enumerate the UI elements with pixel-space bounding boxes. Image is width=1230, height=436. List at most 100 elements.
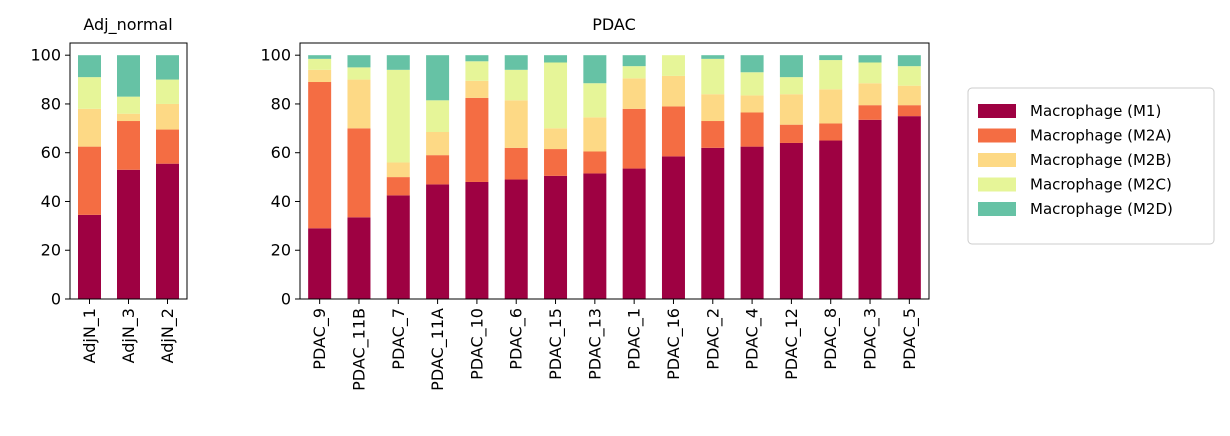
axes-frame: [299, 42, 930, 300]
legend-swatch: [978, 177, 1016, 192]
bar-segment-pdac-PDAC_9-Macrophage-M2C: [308, 58, 332, 70]
bar-segment-pdac-PDAC_12-Macrophage-M2B: [779, 94, 803, 125]
bar-segment-pdac-PDAC_10-Macrophage-M1: [465, 181, 489, 299]
bar-segment-pdac-PDAC_2-Macrophage-M2D: [701, 55, 725, 59]
bar-segment-pdac-PDAC_8-Macrophage-M2B: [819, 89, 843, 124]
x-tick-label: AdjN_1: [80, 308, 100, 363]
bar-segment-pdac-PDAC_12-Macrophage-M2D: [779, 55, 803, 78]
bar-segment-adj-AdjN_1-Macrophage-M2B: [78, 108, 101, 147]
bar-segment-pdac-PDAC_5-Macrophage-M2C: [897, 66, 921, 86]
bar-segment-pdac-PDAC_6-Macrophage-M1: [504, 179, 528, 299]
bar-segment-pdac-PDAC_15-Macrophage-M2C: [544, 62, 568, 129]
bar-segment-pdac-PDAC_15-Macrophage-M2A: [544, 149, 568, 176]
bar-segment-pdac-PDAC_13-Macrophage-M1: [583, 173, 607, 299]
bar-segment-pdac-PDAC_13-Macrophage-M2D: [583, 55, 607, 84]
bar-segment-pdac-PDAC_5-Macrophage-M1: [897, 116, 921, 300]
bar-segment-pdac-PDAC_2-Macrophage-M2B: [701, 94, 725, 122]
legend-swatch: [978, 128, 1016, 143]
x-tick-label: PDAC_8: [821, 308, 841, 370]
pdac-panel: PDAC PDAC_9 PDAC_11B PDAC_7 PDAC_11A PDAC_10…: [260, 15, 930, 391]
bar-segment-pdac-PDAC_3-Macrophage-M2D: [858, 55, 882, 63]
axes-frame: [69, 42, 188, 300]
y-tick-label: 40: [271, 192, 291, 211]
bar-segment-adj-AdjN_3-Macrophage-M2A: [117, 121, 140, 170]
bar-segment-pdac-PDAC_5-Macrophage-M2D: [897, 55, 921, 67]
bar-segment-pdac-PDAC_8-Macrophage-M2C: [819, 60, 843, 90]
bar-segment-pdac-PDAC_8-Macrophage-M2D: [819, 55, 843, 61]
bar-segment-pdac-PDAC_10-Macrophage-M2B: [465, 80, 489, 98]
bar-segment-pdac-PDAC_16-Macrophage-M2A: [661, 106, 685, 157]
bar-segment-pdac-PDAC_10-Macrophage-M2C: [465, 61, 489, 81]
legend-swatch: [978, 153, 1016, 167]
bar-segment-adj-AdjN_1-Macrophage-M1: [78, 214, 101, 299]
x-tick-label: AdjN_2: [158, 308, 178, 363]
x-tick-label: PDAC_11B: [349, 308, 369, 391]
x-tick-label: PDAC_5: [900, 308, 920, 370]
bar-segment-pdac-PDAC_10-Macrophage-M2D: [465, 55, 489, 62]
bar-segment-adj-AdjN_3-Macrophage-M2B: [117, 113, 140, 122]
y-tick-label: 60: [271, 143, 291, 162]
bar-segment-pdac-PDAC_11B-Macrophage-M2A: [347, 128, 371, 218]
x-tick-label: PDAC_13: [585, 308, 605, 380]
bar-segment-adj-AdjN_2-Macrophage-M2C: [156, 79, 179, 104]
pdac-title: PDAC: [592, 15, 636, 34]
bar-segment-pdac-PDAC_3-Macrophage-M2B: [858, 83, 882, 106]
bar-segment-pdac-PDAC_6-Macrophage-M2B: [504, 100, 528, 148]
bar-segment-pdac-PDAC_11A-Macrophage-M1: [426, 184, 450, 299]
bar-segment-pdac-PDAC_3-Macrophage-M2A: [858, 105, 882, 120]
y-tick-label: 0: [51, 290, 61, 309]
y-tick-label: 100: [260, 46, 291, 65]
bar-segment-pdac-PDAC_11B-Macrophage-M2D: [347, 55, 371, 68]
bar-segment-pdac-PDAC_12-Macrophage-M2C: [779, 77, 803, 95]
bar-segment-adj-AdjN_3-Macrophage-M2C: [117, 96, 140, 114]
bar-segment-pdac-PDAC_9-Macrophage-M1: [308, 228, 332, 299]
bar-segment-adj-AdjN_1-Macrophage-M2C: [78, 77, 101, 109]
y-tick-label: 0: [281, 290, 291, 309]
bar-segment-pdac-PDAC_1-Macrophage-M2C: [622, 66, 646, 79]
x-tick-label: PDAC_6: [507, 308, 527, 370]
bar-segment-pdac-PDAC_4-Macrophage-M2A: [740, 112, 764, 147]
legend-frame: [967, 87, 1215, 245]
bar-segment-pdac-PDAC_3-Macrophage-M1: [858, 119, 882, 299]
bar-segment-adj-AdjN_3-Macrophage-M2D: [117, 55, 140, 97]
bar-segment-pdac-PDAC_16-Macrophage-M2B: [661, 75, 685, 107]
bar-segment-pdac-PDAC_4-Macrophage-M1: [740, 146, 764, 299]
bar-segment-pdac-PDAC_5-Macrophage-M2B: [897, 85, 921, 106]
bar-segment-pdac-PDAC_11B-Macrophage-M1: [347, 217, 371, 299]
bar-segment-adj-AdjN_3-Macrophage-M1: [117, 169, 140, 299]
bar-segment-pdac-PDAC_11B-Macrophage-M2B: [347, 79, 371, 129]
bar-segment-adj-AdjN_2-Macrophage-M2A: [156, 129, 179, 164]
bar-segment-adj-AdjN_2-Macrophage-M2D: [156, 55, 179, 80]
bar-segment-pdac-PDAC_15-Macrophage-M2D: [544, 55, 568, 63]
bar-segment-pdac-PDAC_15-Macrophage-M1: [544, 175, 568, 299]
legend-label: Macrophage (M2D): [1030, 200, 1173, 218]
x-tick-label: PDAC_9: [310, 308, 330, 370]
bar-segment-pdac-PDAC_13-Macrophage-M2B: [583, 117, 607, 152]
bar-segment-pdac-PDAC_16-Macrophage-M2C: [661, 55, 685, 76]
bar-segment-pdac-PDAC_11A-Macrophage-M2C: [426, 100, 450, 132]
y-tick-label: 100: [30, 46, 61, 65]
bar-segment-pdac-PDAC_6-Macrophage-M2D: [504, 55, 528, 70]
legend-label: Macrophage (M1): [1030, 102, 1161, 120]
legend-label: Macrophage (M2A): [1030, 127, 1172, 145]
x-tick-label: PDAC_10: [467, 308, 487, 380]
bar-segment-pdac-PDAC_15-Macrophage-M2B: [544, 128, 568, 150]
x-tick-label: AdjN_3: [119, 308, 139, 363]
bar-segment-pdac-PDAC_12-Macrophage-M1: [779, 142, 803, 299]
y-tick-label: 20: [271, 241, 291, 260]
adj-normal-title: Adj_normal: [83, 15, 172, 35]
x-tick-label: PDAC_15: [546, 308, 566, 380]
bar-segment-pdac-PDAC_6-Macrophage-M2C: [504, 69, 528, 101]
legend-swatch: [978, 104, 1016, 118]
bar-segment-pdac-PDAC_4-Macrophage-M2B: [740, 95, 764, 113]
bar-segment-pdac-PDAC_1-Macrophage-M2B: [622, 78, 646, 109]
bar-segment-pdac-PDAC_7-Macrophage-M1: [386, 195, 410, 299]
bar-segment-pdac-PDAC_7-Macrophage-M2B: [386, 162, 410, 178]
bar-segment-pdac-PDAC_9-Macrophage-M2D: [308, 55, 332, 59]
bar-segment-pdac-PDAC_6-Macrophage-M2A: [504, 147, 528, 180]
bar-segment-pdac-PDAC_9-Macrophage-M2B: [308, 69, 332, 83]
bar-segment-adj-AdjN_1-Macrophage-M2A: [78, 146, 101, 215]
bar-segment-pdac-PDAC_11B-Macrophage-M2C: [347, 67, 371, 80]
bar-segment-pdac-PDAC_8-Macrophage-M1: [819, 140, 843, 299]
bar-segment-pdac-PDAC_11A-Macrophage-M2D: [426, 55, 450, 101]
